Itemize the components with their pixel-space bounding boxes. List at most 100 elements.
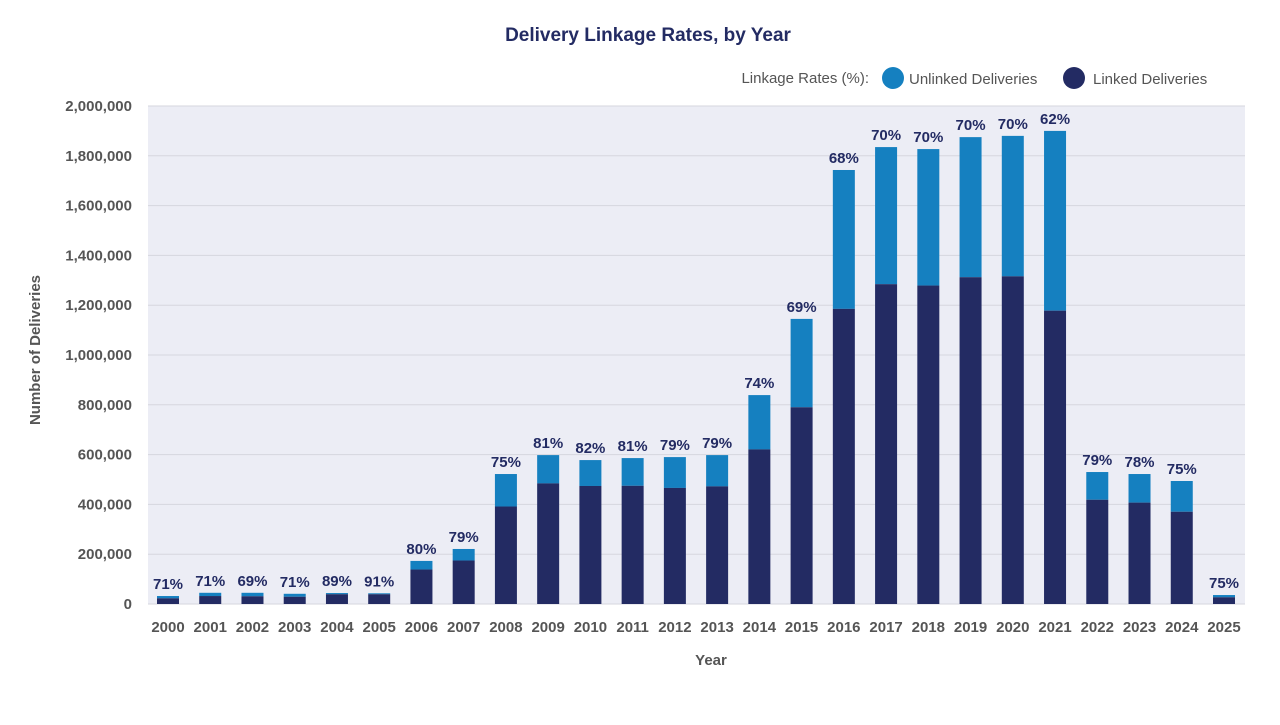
bar-unlinked [452,548,475,561]
legend-label-unlinked: Unlinked Deliveries [909,71,1037,88]
data-label: 81% [618,438,648,455]
legend: Linkage Rates (%): Unlinked Deliveries L… [741,67,1207,89]
x-tick-label: 2011 [616,619,649,636]
x-tick-label: 2017 [869,619,902,636]
data-label: 70% [956,117,986,134]
bar-unlinked [663,457,686,488]
bar-linked [1086,499,1109,604]
x-tick-label: 2015 [785,619,818,636]
x-tick-label: 2006 [405,619,438,636]
data-label: 62% [1040,111,1070,128]
bar-linked [748,449,771,604]
data-label: 91% [364,573,394,590]
y-axis: 0 200,000 400,000 600,000 800,000 1,000,000 1,… [65,98,132,613]
x-tick-label: 2019 [954,619,987,636]
bar-linked [917,285,940,604]
bar-linked [410,569,433,604]
bar-unlinked [706,455,729,487]
x-tick-label: 2025 [1207,619,1240,636]
x-tick-label: 2004 [320,619,354,636]
bar-unlinked [1086,472,1109,500]
x-tick-label: 2003 [278,619,311,636]
bar-unlinked [537,455,560,484]
bar-unlinked [790,318,813,408]
data-label: 71% [153,576,183,593]
y-tick-label: 1,200,000 [65,297,132,314]
data-label: 69% [787,299,817,316]
legend-swatch-linked [1063,67,1085,89]
bar-linked [157,598,179,604]
bar-linked [621,485,644,604]
data-label: 79% [702,435,732,452]
legend-swatch-unlinked [882,67,904,89]
bar-linked [241,596,264,604]
bar-unlinked [748,395,771,450]
y-tick-label: 200,000 [78,546,132,563]
data-label: 79% [449,529,479,546]
bar-unlinked [1001,135,1024,277]
bar-linked [875,284,898,604]
y-tick-label: 2,000,000 [65,98,132,115]
bar-linked [283,596,306,604]
bar-unlinked [917,149,940,286]
bar-unlinked [410,560,433,570]
data-label: 70% [913,129,943,146]
bar-linked [959,277,982,604]
x-axis: 2000 2001 2002 2003 2004 2005 2006 2007 2008 2009… [151,619,1240,636]
x-tick-label: 2020 [996,619,1029,636]
bar-linked [494,506,517,604]
bar-unlinked [579,460,602,486]
y-tick-label: 1,800,000 [65,148,132,165]
bar-linked [1213,597,1235,604]
bar-unlinked [1044,130,1067,311]
bar-linked [199,596,222,604]
bar-unlinked [368,593,391,595]
data-label: 75% [491,454,521,471]
y-axis-label: Number of Deliveries [27,275,44,425]
bar-unlinked [199,592,222,597]
data-label: 70% [871,127,901,144]
bar-unlinked [875,147,898,285]
data-label: 80% [406,541,436,558]
chart-title: Delivery Linkage Rates, by Year [505,25,791,46]
bar-linked [1170,511,1193,604]
data-label: 79% [1082,452,1112,469]
x-tick-label: 2021 [1038,619,1071,636]
data-label: 78% [1125,454,1155,471]
x-tick-label: 2022 [1081,619,1114,636]
bar-unlinked [1128,474,1151,503]
data-label: 74% [744,375,774,392]
data-label: 81% [533,435,563,452]
x-tick-label: 2001 [194,619,227,636]
bar-unlinked [832,169,855,309]
data-label: 71% [280,574,310,591]
y-tick-label: 0 [124,596,132,613]
bar-unlinked [157,596,179,599]
bar-unlinked [1213,595,1235,598]
data-label: 75% [1167,461,1197,478]
y-tick-label: 600,000 [78,447,132,464]
x-tick-label: 2010 [574,619,607,636]
x-tick-label: 2007 [447,619,480,636]
x-tick-label: 2023 [1123,619,1156,636]
bar-unlinked [959,137,982,278]
y-tick-label: 1,600,000 [65,198,132,215]
x-tick-label: 2005 [363,619,396,636]
bar-linked [790,407,813,604]
bar-unlinked [283,593,306,597]
data-label: 75% [1209,575,1239,592]
bar-linked [1044,310,1067,604]
x-tick-label: 2018 [912,619,945,636]
bars: 71% 71% 69% 71% 89% 91% 80% 79% 75% 81% 82% 81% 79% 7… [153,111,1239,604]
bar-linked [663,487,686,604]
bar-linked [1001,276,1024,604]
x-tick-label: 2013 [700,619,733,636]
x-tick-label: 2024 [1165,619,1199,636]
y-tick-label: 1,000,000 [65,347,132,364]
data-label: 82% [575,440,605,457]
bar-linked [537,483,560,604]
bar-linked [579,485,602,604]
x-tick-label: 2012 [658,619,691,636]
bar-unlinked [241,592,264,597]
